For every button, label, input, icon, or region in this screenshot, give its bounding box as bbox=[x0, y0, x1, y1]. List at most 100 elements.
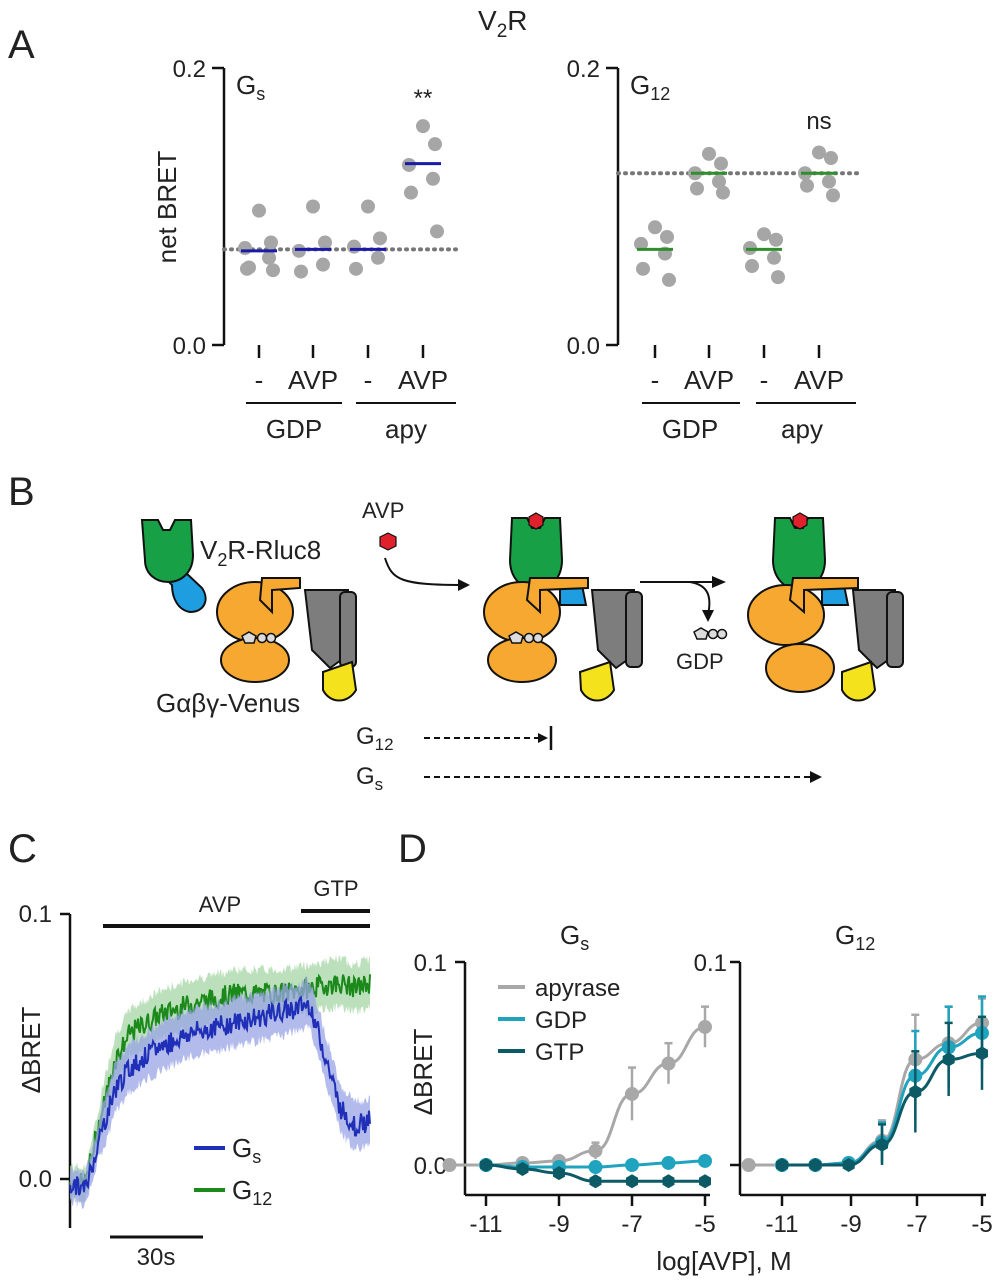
panel-d-left-xtick: -11 bbox=[470, 1211, 503, 1238]
pathway-gs-label: Gs bbox=[356, 763, 383, 794]
panel-d-right-ytick-top: 0.1 bbox=[694, 950, 727, 977]
panel-c-ytick-top: 0.1 bbox=[19, 901, 52, 928]
data-point bbox=[404, 185, 418, 200]
panel-d-left-xtick: -9 bbox=[548, 1211, 569, 1238]
trace-gs bbox=[69, 995, 371, 1196]
panel-d-ytick-top: 0.1 bbox=[414, 950, 447, 977]
data-point bbox=[371, 250, 385, 265]
panel-a-right-annotation: ns bbox=[806, 108, 831, 135]
panel-letter-d: D bbox=[398, 827, 427, 871]
xlabel-apy-none: - bbox=[364, 365, 373, 395]
data-point bbox=[426, 171, 440, 186]
phosphate-icon bbox=[523, 632, 535, 644]
data-point-apyrase bbox=[698, 1019, 712, 1034]
data-point bbox=[767, 250, 781, 265]
group-apy-label: apy bbox=[781, 414, 823, 444]
data-point bbox=[242, 260, 256, 275]
gdp-pentagon-icon bbox=[693, 627, 709, 640]
data-point-gtp bbox=[776, 1158, 788, 1172]
data-point-apyrase bbox=[588, 1143, 603, 1158]
sem-band-g12 bbox=[70, 955, 370, 1204]
panel-letter-b: B bbox=[8, 470, 35, 514]
panel-a-right-title: G12 bbox=[630, 70, 670, 104]
galpha-helical-domain bbox=[220, 637, 290, 683]
phosphate-icon bbox=[265, 632, 277, 644]
panel-c-axes bbox=[60, 912, 72, 1228]
data-point bbox=[262, 250, 276, 265]
data-point bbox=[712, 174, 726, 189]
sem-band-gs bbox=[70, 976, 370, 1209]
panel-d-ytick-bottom: 0.0 bbox=[414, 1153, 447, 1180]
venus-shape bbox=[322, 660, 358, 702]
panel-d-right-xtick: -11 bbox=[766, 1211, 799, 1238]
xlabel-apy-none: - bbox=[760, 365, 769, 395]
phosphate-icon bbox=[256, 632, 268, 644]
ggamma-shape bbox=[886, 591, 904, 668]
data-point bbox=[416, 119, 430, 134]
data-point bbox=[648, 220, 662, 235]
receptor-label: V2R-Rluc8 bbox=[200, 535, 321, 570]
data-point bbox=[716, 185, 730, 200]
arrowhead-icon bbox=[538, 733, 548, 743]
arrowhead-icon bbox=[810, 771, 822, 783]
panel-d-right-axes bbox=[730, 960, 986, 1206]
panel-letter-a: A bbox=[8, 23, 35, 67]
data-point bbox=[306, 199, 320, 214]
panel-d-left-xtick: -7 bbox=[621, 1211, 642, 1238]
group-gdp-label: GDP bbox=[266, 414, 322, 444]
data-point bbox=[318, 235, 332, 250]
panel-a-right-ytick-top: 0.2 bbox=[567, 56, 600, 83]
galpha-helix bbox=[258, 577, 301, 615]
panel-a-left-annotation: ** bbox=[414, 85, 433, 112]
panel-c-traces bbox=[69, 955, 371, 1209]
arrowhead-icon bbox=[712, 576, 726, 588]
ggamma-shape bbox=[625, 591, 643, 668]
data-point-gtp bbox=[626, 1174, 638, 1189]
galpha-helical-domain bbox=[487, 637, 557, 683]
phosphate-icon bbox=[707, 628, 719, 640]
data-point bbox=[430, 224, 444, 239]
avp-treatment-label: AVP bbox=[199, 892, 241, 917]
arrowhead-icon bbox=[458, 579, 470, 591]
avp-hexagon-icon bbox=[379, 532, 397, 551]
data-point-gtp bbox=[809, 1158, 822, 1172]
data-point bbox=[702, 146, 716, 161]
xlabel-gdp-avp: AVP bbox=[684, 365, 734, 395]
data-point bbox=[294, 264, 308, 279]
phosphate-icon bbox=[532, 632, 544, 644]
data-point-gdp bbox=[625, 1158, 639, 1172]
data-point-gtp bbox=[876, 1137, 888, 1152]
data-point-gtp bbox=[842, 1158, 855, 1172]
panel-c-ylabel: ΔBRET bbox=[16, 1007, 46, 1094]
data-point bbox=[812, 145, 826, 160]
data-point-gtp bbox=[589, 1174, 602, 1189]
panel-a-left-xlabels: - AVP - AVP GDP apy bbox=[246, 365, 456, 444]
panel-d-xlabel: log[AVP], M bbox=[656, 1246, 791, 1276]
data-point bbox=[771, 270, 785, 285]
v2r-receptor-shape bbox=[140, 519, 195, 584]
binding-arrow bbox=[384, 557, 466, 586]
panel-letter-c: C bbox=[8, 827, 37, 871]
state-1-inactive-complex bbox=[140, 519, 358, 702]
panel-d-legend: apyrase GDP GTP bbox=[498, 975, 620, 1066]
data-point-gtp bbox=[480, 1158, 492, 1172]
panel-d-curves bbox=[442, 995, 989, 1189]
panel-a-right-axes bbox=[606, 66, 821, 358]
data-point-gdp bbox=[661, 1155, 676, 1170]
galpha-helical-domain bbox=[765, 643, 835, 693]
panel-a-left-ytick-bottom: 0.0 bbox=[173, 333, 206, 360]
panel-a-ylabel: net BRET bbox=[152, 151, 182, 264]
data-point bbox=[264, 235, 278, 250]
pathway-g12-label: G12 bbox=[356, 723, 394, 754]
panel-a-right-ytick-bottom: 0.0 bbox=[567, 333, 600, 360]
group-apy-label: apy bbox=[385, 414, 427, 444]
legend-gdp-label: GDP bbox=[535, 1007, 587, 1034]
g-protein-label: Gαβγ-Venus bbox=[156, 688, 300, 718]
state-3-nucleotide-free bbox=[747, 512, 904, 702]
ggamma-shape bbox=[339, 591, 357, 668]
data-point bbox=[822, 174, 836, 189]
legend-gtp-label: GTP bbox=[535, 1039, 584, 1066]
panel-a-left-ytick-top: 0.2 bbox=[173, 56, 206, 83]
data-point bbox=[634, 236, 648, 251]
